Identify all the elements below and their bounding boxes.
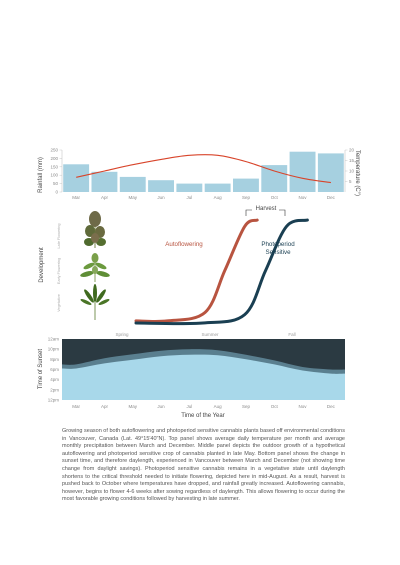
sunset-month-label: Nov — [299, 404, 308, 409]
sunset-month-label: Mar — [72, 404, 80, 409]
climate-month-label: Oct — [271, 195, 279, 200]
sunset-tick-label: 4pm — [50, 377, 59, 382]
vegetative-label: Vegetative — [57, 294, 61, 312]
photoperiod-label-line1: Photoperiod — [261, 241, 295, 248]
rainfall-bar-apr — [91, 171, 118, 192]
summer-label: Summer — [201, 332, 219, 337]
late-flowering-label: Late Flowering — [57, 224, 61, 249]
rainfall-axis-label: Rainfall (mm) — [38, 157, 44, 193]
climate-month-label: Apr — [101, 195, 109, 200]
climate-month-label: Nov — [299, 195, 308, 200]
rainfall-bar-jul — [176, 183, 203, 192]
vegetative-plant-illustration — [80, 284, 110, 320]
late-flowering-plant-illustration — [84, 211, 106, 248]
sunset-tick-label: 10pm — [48, 347, 60, 352]
harvest-label-bg — [252, 203, 279, 212]
autoflowering-curve — [134, 218, 259, 324]
rainfall-tick-label: 150 — [50, 164, 58, 169]
temperature-tick-label: 15 — [349, 158, 355, 163]
figure-caption: Growing season of both autoflowering and… — [62, 428, 345, 503]
photoperiod-label-line2: Sensitive — [265, 249, 291, 256]
harvest-label: Harvest — [256, 206, 277, 212]
sunset-month-labels: Mar Apr May Jun Jul Aug Sep Oct Nov Dec — [72, 404, 335, 409]
rainfall-bar-mar — [63, 164, 90, 192]
sunset-month-label: Aug — [214, 404, 223, 409]
photoperiod-curve — [134, 218, 309, 326]
rainfall-bars — [63, 151, 344, 192]
climate-month-label: Jul — [186, 195, 192, 200]
temperature-tick-label: 10 — [349, 169, 355, 174]
climate-month-labels: Mar Apr May Jun Jul Aug Sep Oct Nov Dec — [72, 195, 335, 200]
sunset-tick-label: 6pm — [50, 367, 59, 372]
autoflowering-label: Autoflowering — [165, 241, 203, 248]
sunset-y-ticks: 12am 10pm 8pm 6pm 4pm 2pm 12pm — [48, 337, 60, 403]
sunset-month-label: Sep — [242, 404, 251, 409]
rainfall-bar-oct — [261, 165, 288, 192]
temperature-axis-label: Temperature (C°) — [354, 150, 360, 196]
rainfall-bar-dec — [317, 153, 344, 192]
rainfall-tick-label: 0 — [55, 190, 58, 195]
rainfall-tick-label: 50 — [53, 181, 59, 186]
climate-month-label: Mar — [72, 195, 80, 200]
rainfall-tick-label: 200 — [50, 156, 58, 161]
climate-month-label: Dec — [327, 195, 336, 200]
rainfall-tick-label: 250 — [50, 148, 58, 153]
climate-month-label: Aug — [214, 195, 223, 200]
sunset-tick-label: 12pm — [48, 398, 60, 403]
time-of-year-label: Time of the Year — [181, 413, 224, 419]
rainfall-y-ticks: 0 50 100 150 200 250 — [50, 148, 62, 195]
sunset-month-label: May — [128, 404, 137, 409]
rainfall-tick-label: 100 — [50, 173, 58, 178]
climate-month-label: Jun — [157, 195, 165, 200]
sunset-month-label: Jun — [157, 404, 165, 409]
sunset-area — [62, 354, 345, 400]
temperature-tick-label: 5 — [349, 179, 352, 184]
rainfall-bar-jun — [148, 180, 174, 192]
climate-month-label: May — [128, 195, 137, 200]
temperature-tick-label: 20 — [349, 148, 355, 153]
sunset-month-label: Oct — [271, 404, 279, 409]
spring-label: Spring — [115, 332, 129, 337]
sunset-tick-label: 12am — [48, 337, 60, 342]
sunset-tick-label: 8pm — [50, 357, 59, 362]
early-flowering-label: Early Flowering — [57, 258, 61, 284]
sunset-tick-label: 2pm — [50, 387, 59, 392]
sunset-month-label: Dec — [327, 404, 336, 409]
development-axis-label: Development — [39, 247, 45, 283]
sunset-panel: Time of Sunset 12am10pm8pm6pm4pm2pm12pm … — [38, 337, 345, 419]
fall-label: Fall — [288, 332, 295, 337]
sunset-month-label: Jul — [186, 404, 192, 409]
temperature-line — [76, 154, 331, 184]
early-flowering-plant-illustration — [80, 253, 110, 282]
sunset-month-label: Apr — [101, 404, 109, 409]
climate-panel: Rainfall (mm) Temperature (C°) 050100150… — [38, 148, 360, 201]
temperature-y-ticks: 5 10 15 20 — [345, 148, 355, 184]
rainfall-bar-may — [119, 176, 146, 192]
development-panel: Development Late Flowering Early Floweri… — [39, 203, 309, 337]
rainfall-bar-sep — [233, 178, 259, 192]
climate-month-label: Sep — [242, 195, 251, 200]
sunset-axis-label: Time of Sunset — [38, 349, 44, 389]
rainfall-bar-aug — [204, 183, 231, 192]
rainfall-bar-nov — [289, 151, 316, 192]
